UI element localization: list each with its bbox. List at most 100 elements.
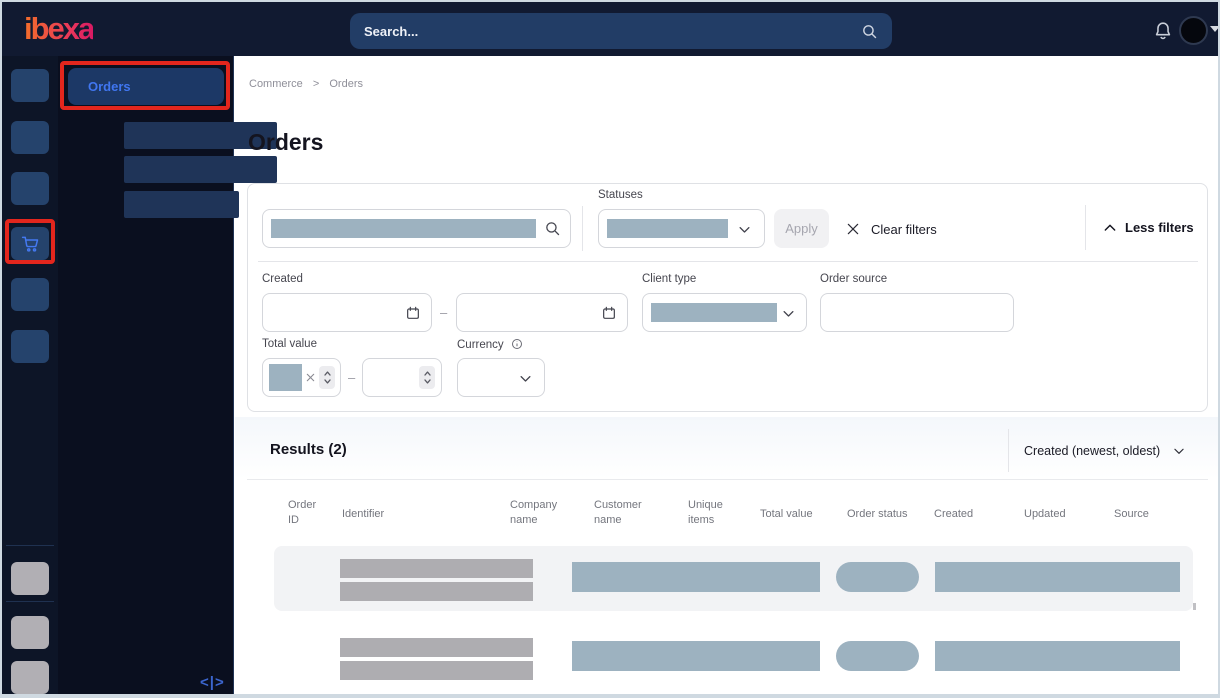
rail-item-6[interactable] xyxy=(11,330,49,363)
table-header-separator xyxy=(247,479,1208,480)
filters-separator xyxy=(258,261,1198,262)
search-icon xyxy=(546,222,560,236)
col-created: Created xyxy=(934,508,974,520)
col-total-value: Total value xyxy=(760,508,813,520)
row2-identifier-placeholder xyxy=(340,661,533,680)
statuses-value-placeholder xyxy=(607,219,728,238)
page-title: Orders xyxy=(248,129,324,155)
ibexa-logo: ibexa xyxy=(24,11,95,46)
results-divider xyxy=(1008,429,1009,472)
breadcrumb-orders: Orders xyxy=(329,78,363,90)
total-value-label: Total value xyxy=(262,338,317,350)
order-source-input[interactable] xyxy=(820,293,1014,332)
filter-search-value-placeholder xyxy=(271,219,536,238)
value-range-dash: – xyxy=(348,370,356,385)
results-title: Results (2) xyxy=(270,441,347,458)
col-order-status: Order status xyxy=(847,508,908,520)
global-search-input[interactable]: Search... xyxy=(350,13,892,49)
col-company-name: Company name xyxy=(510,499,558,527)
currency-label: Currency xyxy=(457,338,523,351)
chevron-up-icon[interactable] xyxy=(1102,220,1118,236)
user-avatar[interactable] xyxy=(1179,16,1208,45)
client-type-label: Client type xyxy=(642,273,697,285)
row1-dates-placeholder xyxy=(935,562,1180,592)
annotation-highlight-orders xyxy=(60,61,230,110)
date-range-dash: – xyxy=(440,305,448,320)
row1-identifier-placeholder xyxy=(340,559,533,578)
apply-button[interactable]: Apply xyxy=(774,209,829,248)
chevron-down-icon xyxy=(520,376,531,382)
number-stepper[interactable] xyxy=(419,366,435,389)
col-unique-items: Unique items xyxy=(688,499,723,527)
breadcrumb-separator: > xyxy=(312,78,320,90)
rail-divider xyxy=(6,601,54,602)
rail-item-5[interactable] xyxy=(11,278,49,311)
sidebar-item-orders-label: Orders xyxy=(88,79,131,94)
total-value-min-placeholder xyxy=(269,364,302,391)
sidebar-item-placeholder-2[interactable] xyxy=(124,156,277,183)
sidebar-item-placeholder-3[interactable] xyxy=(124,191,239,218)
sort-dropdown[interactable]: Created (newest, oldest) xyxy=(1024,444,1186,458)
breadcrumb: Commerce > Orders xyxy=(249,78,370,90)
currency-label-text: Currency xyxy=(457,339,504,351)
search-placeholder: Search... xyxy=(364,23,419,39)
chevron-down-icon xyxy=(739,227,750,233)
created-to-date-input[interactable] xyxy=(456,293,628,332)
rail-item-commerce[interactable] xyxy=(11,227,49,260)
number-stepper[interactable] xyxy=(319,366,335,389)
sort-label: Created (newest, oldest) xyxy=(1024,444,1161,458)
calendar-icon xyxy=(603,306,615,319)
row1-status-badge-placeholder xyxy=(836,562,919,592)
info-icon[interactable] xyxy=(511,338,523,350)
chevron-down-icon xyxy=(1174,448,1184,454)
total-value-max-input[interactable] xyxy=(362,358,442,397)
rail-item-2[interactable] xyxy=(11,121,49,154)
notifications-bell-icon[interactable] xyxy=(1152,20,1174,42)
total-value-min-input[interactable] xyxy=(262,358,341,397)
user-menu-caret-icon[interactable] xyxy=(1210,26,1218,32)
rail-item-bottom-3[interactable] xyxy=(11,661,49,694)
stepper-arrows-icon xyxy=(323,371,331,384)
rail-divider xyxy=(6,545,54,546)
rail-item-3[interactable] xyxy=(11,172,49,205)
row2-identifier-placeholder xyxy=(340,638,533,657)
clear-x-icon[interactable] xyxy=(845,221,861,237)
annotation-highlight-cart xyxy=(5,219,55,264)
scrollbar-tick[interactable] xyxy=(1193,603,1196,610)
currency-dropdown[interactable] xyxy=(457,358,545,397)
less-filters-toggle[interactable]: Less filters xyxy=(1125,220,1194,235)
results-header-strip xyxy=(235,417,1218,479)
row2-status-badge-placeholder xyxy=(836,641,919,671)
col-updated: Updated xyxy=(1024,508,1066,520)
sidebar-item-placeholder-1[interactable] xyxy=(124,122,277,149)
search-icon xyxy=(863,24,877,38)
col-identifier: Identifier xyxy=(342,508,385,520)
sidebar-collapse-icon[interactable]: <|> xyxy=(200,674,225,691)
created-label: Created xyxy=(262,273,303,285)
breadcrumb-commerce[interactable]: Commerce xyxy=(249,78,303,90)
secondary-sidebar: Orders <|> xyxy=(58,56,277,694)
statuses-dropdown[interactable] xyxy=(598,209,765,248)
client-type-value-placeholder xyxy=(651,303,777,322)
sidebar-item-orders[interactable]: Orders xyxy=(68,68,224,105)
clear-filters-button[interactable]: Clear filters xyxy=(871,222,937,237)
chevron-down-icon xyxy=(783,311,794,317)
statuses-label: Statuses xyxy=(598,189,643,201)
rail-item-bottom-2[interactable] xyxy=(11,616,49,649)
row1-customer-placeholder xyxy=(572,562,820,592)
created-from-date-input[interactable] xyxy=(262,293,432,332)
clear-x-icon[interactable] xyxy=(305,372,316,383)
filter-search-input[interactable] xyxy=(262,209,571,248)
top-bar: ibexa Search... xyxy=(2,2,1218,56)
row2-customer-placeholder xyxy=(572,641,820,671)
client-type-dropdown[interactable] xyxy=(642,293,807,332)
shopping-cart-icon xyxy=(21,236,38,252)
rail-item-bottom-1[interactable] xyxy=(11,562,49,595)
order-source-label: Order source xyxy=(820,273,888,285)
col-source: Source xyxy=(1114,508,1149,520)
rail-item-1[interactable] xyxy=(11,69,49,102)
calendar-icon xyxy=(407,306,419,319)
icon-rail xyxy=(2,56,58,694)
col-order-id: Order ID xyxy=(288,499,317,527)
